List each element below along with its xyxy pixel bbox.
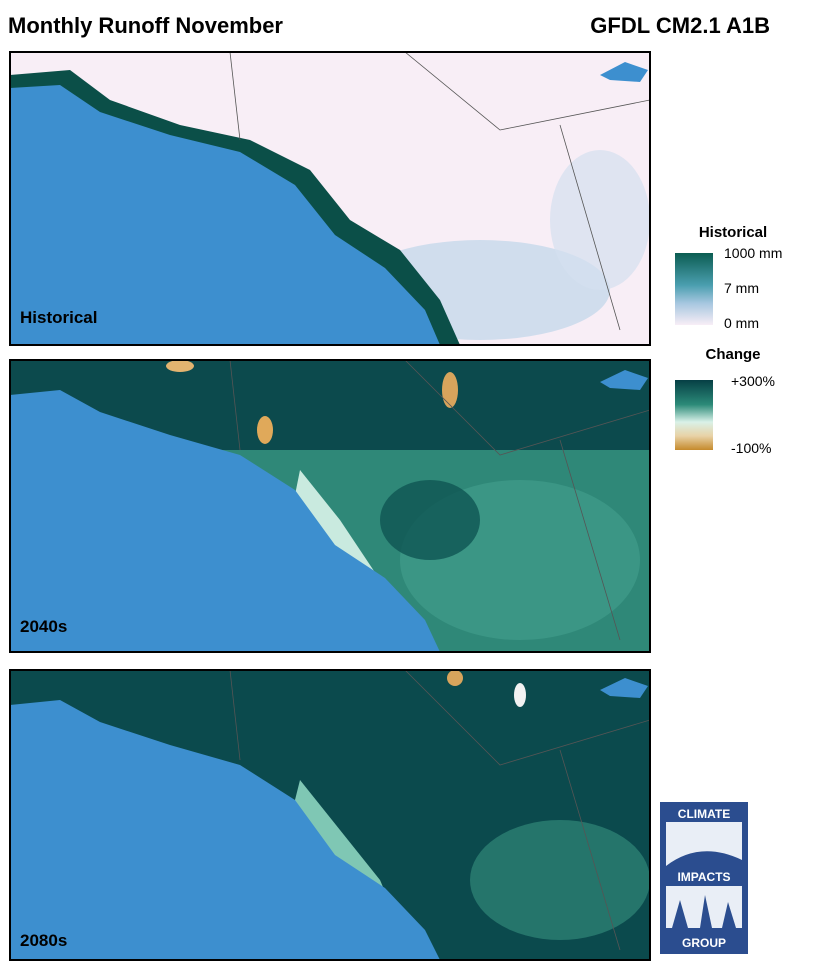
legend-title: Historical xyxy=(699,224,767,241)
map-2080s xyxy=(10,670,650,960)
title: Monthly Runoff November xyxy=(8,13,283,38)
model: GFDL CM2.1 A1B xyxy=(590,13,770,38)
logo-text: GROUP xyxy=(682,936,726,950)
panel-frame xyxy=(9,51,651,346)
legend-colorbar xyxy=(675,253,713,325)
panel-label: 2040s xyxy=(20,617,67,636)
legend-label: 1000 mm xyxy=(724,245,782,261)
logo-text: CLIMATE xyxy=(678,807,730,821)
legend-label: 7 mm xyxy=(724,280,759,296)
map-historical xyxy=(10,52,650,345)
logo: CLIMATE IMPACTS GROUP xyxy=(660,802,748,954)
legend-label: 0 mm xyxy=(724,315,759,331)
map-2040s xyxy=(10,360,650,652)
legend-title: Change xyxy=(705,346,760,363)
legend-colorbar xyxy=(675,380,713,450)
legend-label: -100% xyxy=(731,440,771,456)
panel-frame xyxy=(9,359,651,653)
logo-text: IMPACTS xyxy=(677,870,730,884)
panel-label: 2080s xyxy=(20,931,67,950)
panel-label: Historical xyxy=(20,308,97,327)
panel-frame xyxy=(9,669,651,961)
legend-label: +300% xyxy=(731,373,775,389)
